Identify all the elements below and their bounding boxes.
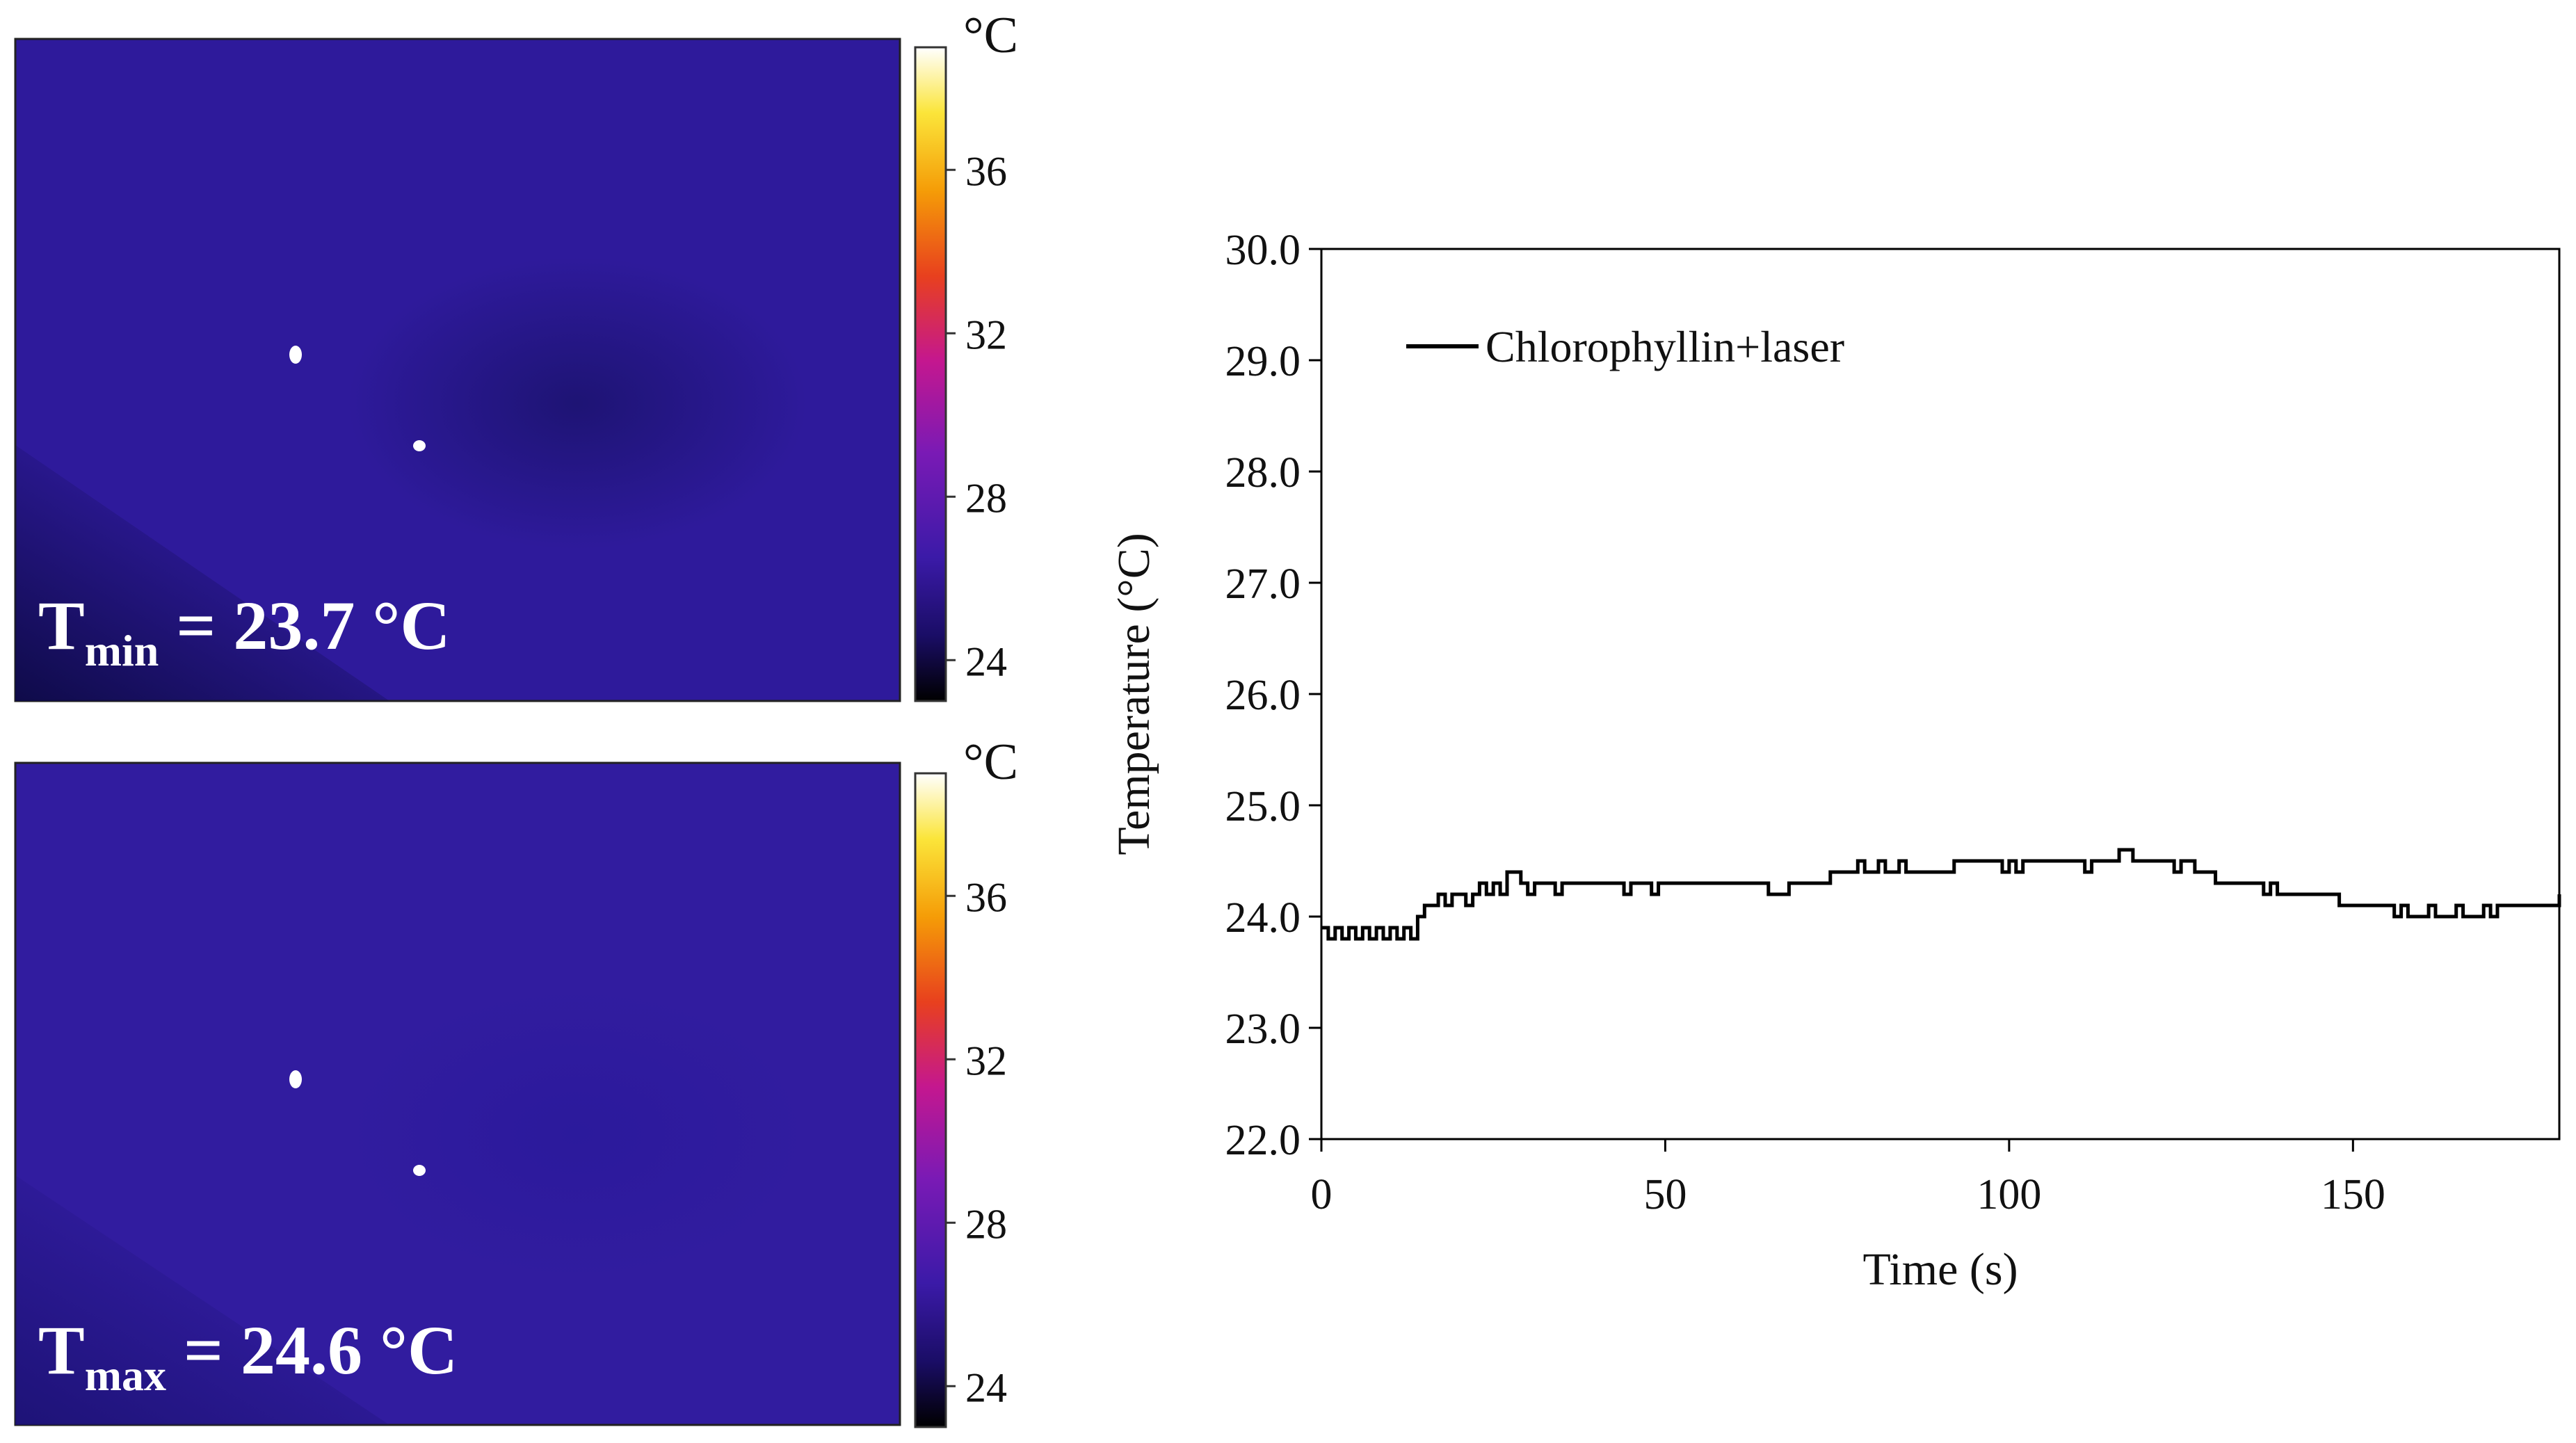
tmax-value: = 24.6 °C bbox=[166, 1312, 458, 1389]
thermal-panel-top: Tmin = 23.7 °C °C 36 32 28 24 bbox=[14, 7, 1018, 702]
y-tick-label: 29.0 bbox=[1225, 338, 1301, 385]
dark-corner bbox=[15, 445, 389, 701]
y-axis: 22.0 23.0 24.0 25.0 26.0 27.0 28.0 29.0 30.0 bbox=[1225, 227, 1321, 1164]
colorbar-tick-label: 36 bbox=[965, 148, 1007, 194]
legend-label: Chlorophyllin+laser bbox=[1486, 322, 1844, 371]
colorbar-tick-label: 36 bbox=[965, 874, 1007, 920]
colorbar-top bbox=[914, 46, 947, 702]
y-tick-label: 28.0 bbox=[1225, 449, 1301, 497]
y-tick-label: 25.0 bbox=[1225, 783, 1301, 830]
y-tick-label: 23.0 bbox=[1225, 1006, 1301, 1053]
tmin-main: T bbox=[38, 587, 85, 664]
y-tick-label: 30.0 bbox=[1225, 227, 1301, 274]
hot-spot bbox=[413, 440, 426, 451]
colorbar-tick-label: 28 bbox=[965, 475, 1007, 521]
cool-region bbox=[348, 987, 807, 1280]
hot-spot bbox=[289, 346, 302, 364]
series-line-chlorophyllin-laser bbox=[1321, 848, 2561, 941]
colorbar-tick-label: 32 bbox=[965, 1038, 1007, 1083]
colorbar-bottom bbox=[914, 772, 947, 1428]
colorbar-ticks-bottom: 36 32 28 24 bbox=[946, 874, 1007, 1410]
y-tick-label: 24.0 bbox=[1225, 894, 1301, 942]
colorbar-tick-label: 24 bbox=[965, 638, 1007, 684]
dark-corner bbox=[15, 1175, 389, 1425]
hot-spot bbox=[413, 1165, 426, 1176]
line-chart: 22.0 23.0 24.0 25.0 26.0 27.0 28.0 29.0 30.0 0 50… bbox=[1109, 227, 2561, 1295]
colorbar-unit-bottom: °C bbox=[963, 734, 1018, 791]
x-tick-label: 50 bbox=[1643, 1171, 1687, 1218]
cool-region bbox=[348, 257, 807, 549]
colorbar-ticks-top: 36 32 28 24 bbox=[946, 148, 1007, 684]
y-tick-label: 26.0 bbox=[1225, 672, 1301, 719]
hot-spot bbox=[289, 1070, 302, 1088]
x-tick-label: 150 bbox=[2321, 1171, 2385, 1218]
x-axis-label: Time (s) bbox=[1862, 1244, 2018, 1295]
colorbar-tick-label: 28 bbox=[965, 1201, 1007, 1247]
tmin-sub: min bbox=[85, 626, 159, 675]
plot-area bbox=[1320, 248, 2561, 1140]
tmin-value: = 23.7 °C bbox=[159, 587, 450, 664]
y-tick-label: 22.0 bbox=[1225, 1117, 1301, 1164]
tmax-sub: max bbox=[85, 1351, 166, 1400]
x-tick-label: 100 bbox=[1977, 1171, 2041, 1218]
y-axis-label: Temperature (°C) bbox=[1109, 533, 1159, 855]
colorbar-tick-label: 32 bbox=[965, 312, 1007, 357]
x-tick-label: 0 bbox=[1311, 1171, 1333, 1218]
colorbar-tick-label: 24 bbox=[965, 1364, 1007, 1410]
thermal-panel-bottom: Tmax = 24.6 °C °C 36 32 28 24 bbox=[14, 734, 1018, 1428]
colorbar-unit-top: °C bbox=[963, 7, 1018, 64]
x-axis: 0 50 100 150 bbox=[1311, 1139, 2385, 1218]
tmin-label: Tmin = 23.7 °C bbox=[38, 587, 451, 675]
tmax-main: T bbox=[38, 1312, 85, 1389]
tmax-label: Tmax = 24.6 °C bbox=[38, 1312, 458, 1400]
y-tick-label: 27.0 bbox=[1225, 561, 1301, 608]
